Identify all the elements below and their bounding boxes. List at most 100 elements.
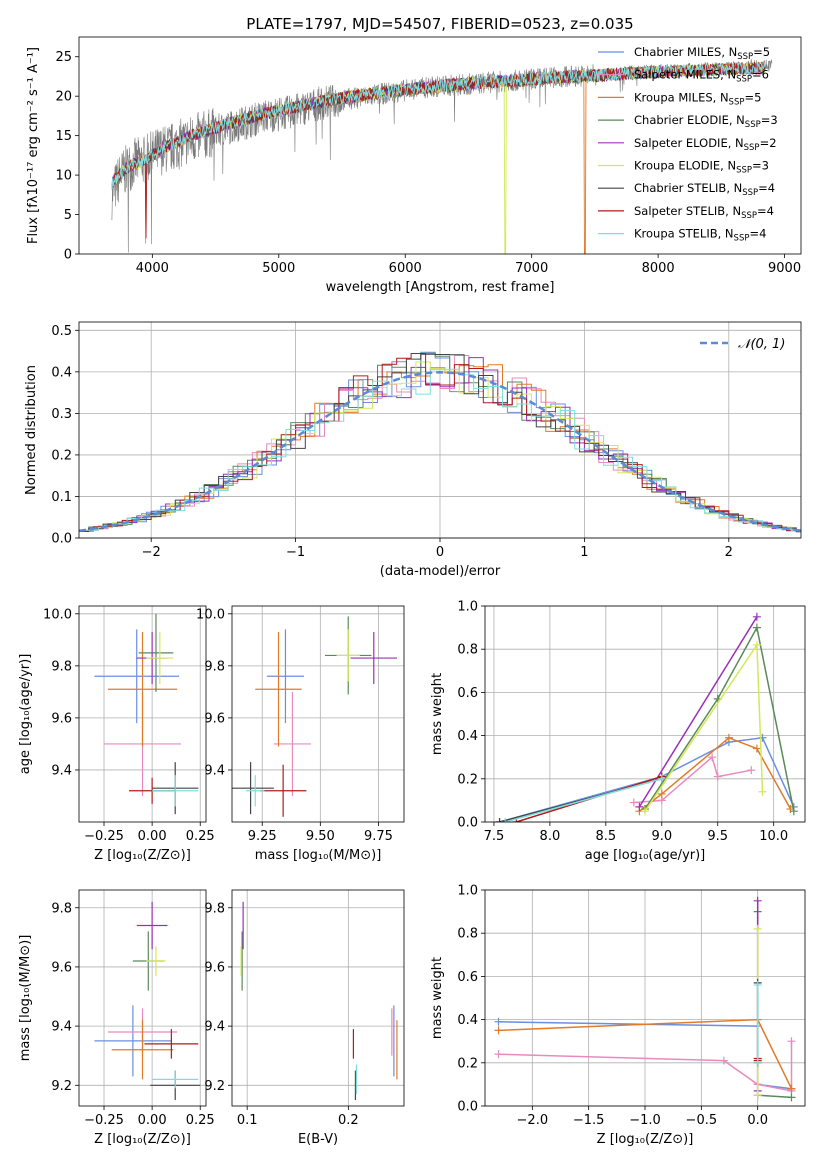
y-axis-label: mass weight [430,957,445,1039]
spectrum-plot-area [111,58,773,254]
plus-marker [787,1037,796,1046]
legend-entry: Chabrier ELODIE, NSSP=3 [634,113,778,130]
errorbar-point [94,1005,172,1077]
legend-entry-name: Salpeter STELIB, N [634,204,741,218]
x-tick-label: 0.25 [186,829,215,844]
errorbar-point [107,632,178,747]
y-tick-label: 0.8 [457,927,478,942]
y-tick-label: 0.4 [457,729,478,744]
y-tick-label: 5 [64,208,72,223]
legend-entry: Kroupa ELODIE, NSSP=3 [634,159,769,176]
x-tick-label: 0 [436,545,444,560]
model-spectrum-line [111,61,766,190]
plus-marker [708,753,717,762]
x-tick-label: 2 [725,545,733,560]
x-tick-label: 1 [580,545,588,560]
errorbar-point [138,613,174,692]
y-tick-label: 9.4 [204,763,225,778]
x-tick-label: 0.2 [338,1113,359,1128]
x-tick-label: 9000 [768,261,801,276]
x-tick-label: 9.75 [364,829,393,844]
line-plot-area [495,612,798,822]
x-tick-label: 6000 [389,261,422,276]
legend-entry-name: Chabrier ELODIE, N [634,113,745,127]
plus-marker [752,744,761,753]
plus-marker [753,1058,762,1067]
plus-marker [629,798,638,807]
y-tick-label: 0.5 [51,324,72,339]
mass-weight-vs-metallicity-panel: −2.0 −1.5 −1.0 −0.5 0.0 0.0 0.2 0.4 0.6 0.8 1.0 Z [… [430,884,806,1147]
axes-frame [78,889,207,1107]
errorbar-point [350,632,398,685]
legend-entry: Salpeter STELIB, NSSP=4 [634,204,774,221]
y-tick-label: 0.2 [51,448,72,463]
y-tick-label: 0.3 [51,407,72,422]
y-tick-label: 0.6 [457,970,478,985]
legend-entry: Salpeter ELODIE, NSSP=2 [634,136,777,153]
plus-marker [752,623,761,632]
mass-weight-series-line [504,778,662,822]
y-tick-label: 1.0 [457,884,478,899]
line-plot-area [494,896,796,1102]
histogram-step-line [83,368,801,532]
y-tick-label: 9.6 [204,960,225,975]
plus-marker [719,1056,728,1065]
x-axis-label: age [log₁₀(age/yr)] [585,848,706,863]
legend-entry-sub: SSP [736,75,752,85]
x-tick-label: 8.5 [595,829,616,844]
legend-entry-name: Salpeter ELODIE, N [634,136,744,150]
errorbar-plot-area [94,613,199,815]
axes-frame [231,889,405,1107]
y-tick-label: 1.0 [457,600,478,615]
legend-entry-count: =3 [761,113,778,127]
plus-marker [494,1017,503,1026]
x-tick-label: −0.5 [686,1113,718,1128]
legend-entry-count: =6 [752,68,769,82]
y-tick-label: 0.4 [51,365,72,380]
y-tick-label: 0.2 [457,1056,478,1071]
axes-frame [231,605,405,823]
axes-frame [78,36,802,255]
plus-marker [641,807,649,816]
y-tick-label: 0.1 [51,490,72,505]
x-axis-label: (data-model)/error [380,564,501,579]
mass-weight-series-line [638,616,758,808]
legend-entry-name: Kroupa ELODIE, N [634,159,736,173]
legend-entry-name: Kroupa STELIB, N [634,227,734,241]
legend-entry-count: =4 [757,204,774,218]
legend-entry-count: =5 [753,45,770,59]
x-tick-label: 4000 [136,261,169,276]
x-tick-label: 0.25 [186,1113,215,1128]
y-tick-label: 9.2 [51,1079,72,1094]
y-axis-label: mass weight [430,673,445,755]
histogram-legend: 𝒩(0, 1) [700,337,785,352]
errorbar-point [245,775,265,807]
x-axis-label: Z [log₁₀(Z/Z⊙)] [94,1132,191,1147]
legend-entry-sub: SSP [744,143,760,153]
legend-entry-sub: SSP [737,52,753,62]
y-tick-label: 9.4 [51,763,72,778]
errorbar-point [94,629,180,724]
errorbar-plot-area [232,616,398,817]
y-tick-label: 9.4 [204,1020,225,1035]
mass-vs-ebv-panel: 0.1 0.2 9.2 9.4 9.6 9.8 E(B-V) [204,889,405,1147]
y-tick-label: 10.0 [43,607,72,622]
mass-weight-series-line [756,911,792,1099]
legend-entry-name: Kroupa MILES, N [634,90,729,104]
y-tick-label: 0.6 [457,686,478,701]
residual-histogram-panel: −2 −1 0 1 2 0.0 0.1 0.2 0.3 0.4 0.5 (data-model)/er… [24,321,802,579]
mass-weight-series-line [644,642,764,812]
plus-marker [789,807,798,816]
histogram-step-line [79,352,801,532]
legend-entry-sub: SSP [745,120,761,130]
x-axis-label: mass [log₁₀(M/M⊙)] [255,848,382,863]
y-tick-label: 0.0 [457,816,478,831]
y-tick-label: 25 [55,50,72,65]
x-tick-label: 5000 [262,261,295,276]
y-tick-label: 9.4 [51,1020,72,1035]
legend-entry-count: =4 [758,181,775,195]
legend-entry-sub: SSP [742,188,758,198]
mass-weight-vs-age-panel: 7.5 8.0 8.5 9.0 9.5 10.0 0.0 0.2 0.4 0.6 0.8 1.0 age… [430,600,806,863]
